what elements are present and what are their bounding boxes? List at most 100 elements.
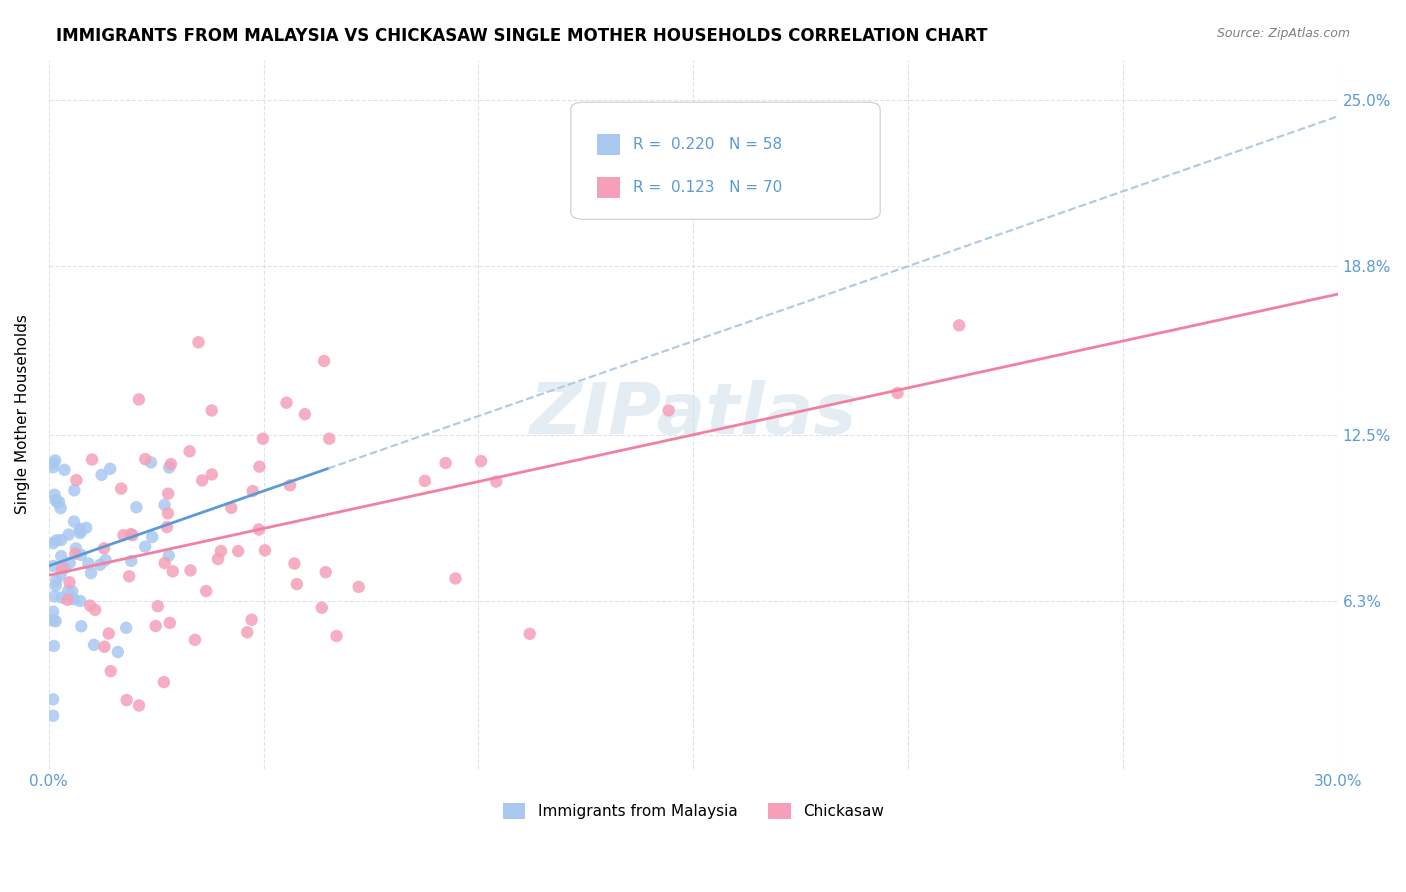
Point xyxy=(179,563,201,577)
Point xyxy=(98,462,121,476)
Point xyxy=(118,569,141,583)
Point xyxy=(519,627,541,641)
Point xyxy=(49,501,72,516)
Point xyxy=(69,522,91,536)
Point xyxy=(93,640,115,654)
Point xyxy=(153,556,176,570)
Point xyxy=(53,561,76,575)
Text: R =  0.220   N = 58: R = 0.220 N = 58 xyxy=(633,137,782,153)
Point xyxy=(45,614,67,628)
Point xyxy=(42,614,65,628)
Point xyxy=(100,664,122,678)
Point xyxy=(69,524,91,538)
Point xyxy=(42,708,65,723)
Point xyxy=(285,577,308,591)
Point xyxy=(276,395,298,409)
Point xyxy=(89,558,111,572)
Point xyxy=(485,475,508,489)
Point xyxy=(48,495,70,509)
Point xyxy=(311,600,333,615)
Point xyxy=(157,549,180,563)
Point xyxy=(42,692,65,706)
Point xyxy=(139,455,162,469)
Point xyxy=(90,467,112,482)
Point xyxy=(886,386,908,401)
Point xyxy=(157,460,180,475)
Point xyxy=(49,568,72,582)
Point xyxy=(314,354,336,368)
Point xyxy=(80,452,103,467)
Point xyxy=(283,557,305,571)
Point xyxy=(209,544,232,558)
Point xyxy=(444,571,467,585)
Point xyxy=(94,553,117,567)
Point xyxy=(58,527,80,541)
Point xyxy=(115,693,138,707)
Point xyxy=(434,456,457,470)
Point xyxy=(207,552,229,566)
Point xyxy=(191,474,214,488)
Text: Source: ZipAtlas.com: Source: ZipAtlas.com xyxy=(1216,27,1350,40)
Point xyxy=(46,495,69,509)
Point xyxy=(134,540,156,554)
Point xyxy=(69,526,91,541)
Point xyxy=(63,515,86,529)
Point xyxy=(93,541,115,556)
Point xyxy=(278,478,301,492)
Point xyxy=(162,565,184,579)
Point xyxy=(42,605,65,619)
Point xyxy=(58,575,80,590)
Point xyxy=(51,533,73,547)
Point xyxy=(179,444,201,458)
Point xyxy=(51,561,73,575)
Text: ZIPatlas: ZIPatlas xyxy=(530,380,856,449)
Point xyxy=(146,599,169,614)
Point xyxy=(63,483,86,498)
Point xyxy=(62,592,84,607)
Point xyxy=(413,474,436,488)
Point xyxy=(83,638,105,652)
Point xyxy=(294,407,316,421)
Text: IMMIGRANTS FROM MALAYSIA VS CHICKASAW SINGLE MOTHER HOUSEHOLDS CORRELATION CHART: IMMIGRANTS FROM MALAYSIA VS CHICKASAW SI… xyxy=(56,27,988,45)
Point xyxy=(75,521,97,535)
Legend: Immigrants from Malaysia, Chickasaw: Immigrants from Malaysia, Chickasaw xyxy=(496,797,890,825)
Point xyxy=(128,392,150,407)
Point xyxy=(160,457,183,471)
Point xyxy=(187,335,209,350)
Point xyxy=(44,590,66,604)
Point xyxy=(125,500,148,515)
Point xyxy=(42,639,65,653)
Point xyxy=(121,528,143,542)
Point xyxy=(60,584,83,599)
Point xyxy=(42,460,65,475)
Point xyxy=(84,603,107,617)
Point xyxy=(45,579,67,593)
Y-axis label: Single Mother Households: Single Mother Households xyxy=(15,315,30,515)
Point xyxy=(110,482,132,496)
Point xyxy=(134,452,156,467)
Point xyxy=(184,632,207,647)
Point xyxy=(65,473,87,487)
Point xyxy=(157,486,180,500)
Point xyxy=(948,318,970,333)
Point xyxy=(79,599,101,613)
Point xyxy=(44,488,66,502)
Point xyxy=(195,584,218,599)
Point xyxy=(156,520,179,534)
Point xyxy=(115,621,138,635)
Point xyxy=(45,574,67,588)
Point xyxy=(128,698,150,713)
Point xyxy=(156,507,179,521)
Point xyxy=(153,498,176,512)
Point xyxy=(242,484,264,499)
Point xyxy=(153,675,176,690)
Point xyxy=(226,544,249,558)
FancyBboxPatch shape xyxy=(596,134,620,155)
Point xyxy=(253,543,276,558)
Point xyxy=(159,615,181,630)
Point xyxy=(201,403,224,417)
Point xyxy=(45,533,67,548)
Point xyxy=(51,549,73,563)
Point xyxy=(658,403,681,417)
Point xyxy=(45,493,67,508)
